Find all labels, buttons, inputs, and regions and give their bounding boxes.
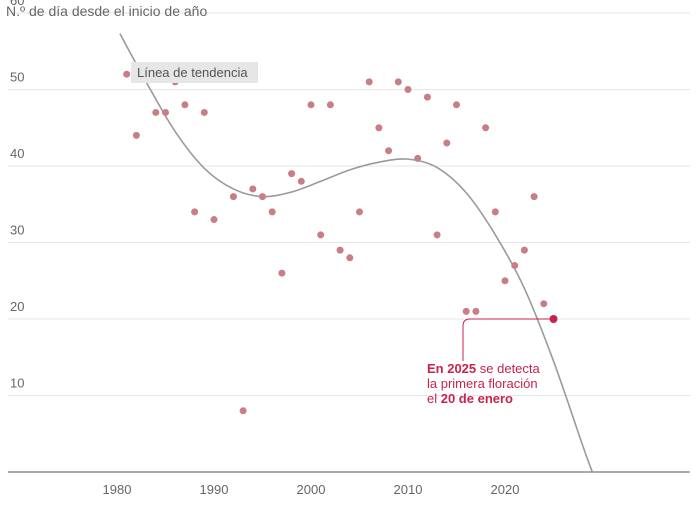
data-point-2022	[520, 246, 528, 254]
data-point-2014	[443, 139, 451, 147]
data-point-2000	[307, 101, 315, 109]
y-axis-title: N.º de día desde el inicio de año	[6, 3, 208, 19]
trend-line-label: Línea de tendencia	[137, 65, 248, 80]
data-point-1982	[132, 131, 140, 139]
data-point-1988	[191, 208, 199, 216]
data-point-2011	[414, 154, 422, 162]
data-point-2015	[453, 101, 460, 109]
annotation-text-3: el	[427, 391, 441, 406]
data-point-2024	[540, 300, 548, 308]
data-point-1985	[162, 108, 169, 116]
data-point-2021	[511, 261, 519, 269]
y-tick-label-30: 30	[10, 223, 24, 238]
data-point-1995	[259, 193, 266, 201]
trend-line	[119, 33, 594, 473]
data-point-1990	[210, 216, 218, 224]
data-point-2008	[385, 147, 393, 155]
data-point-1996	[268, 208, 276, 216]
annotation-year: En 2025	[427, 361, 477, 376]
data-point-1989	[200, 108, 208, 116]
data-point-2003	[336, 246, 344, 254]
x-tick-label-2020: 2020	[491, 482, 520, 497]
data-point-2010	[404, 86, 412, 93]
data-point-2012	[423, 93, 431, 101]
y-tick-label-60: 60	[10, 0, 24, 8]
y-tick-label-20: 20	[10, 299, 24, 314]
data-point-2019	[491, 208, 499, 216]
data-point-2006	[365, 78, 373, 86]
data-point-2016	[462, 307, 470, 315]
data-point-2001	[317, 231, 325, 239]
data-point-1998	[288, 170, 296, 178]
data-point-2020	[501, 277, 509, 285]
data-point-2004	[346, 254, 354, 262]
y-tick-label-10: 10	[10, 376, 24, 391]
y-tick-label-40: 40	[10, 146, 24, 161]
highlight-point-2025	[549, 315, 558, 323]
annotation-line-2: la primera floración	[427, 376, 538, 391]
data-point-1993	[239, 407, 247, 415]
trend-label-box	[131, 62, 258, 83]
annotation-date: 20 de enero	[440, 391, 513, 406]
annotation-line-1: En 2025 se detecta	[427, 361, 540, 376]
annotation-text: En 2025 se detecta la primera floración …	[427, 361, 540, 406]
x-tick-label-2010: 2010	[394, 482, 423, 497]
data-point-2005	[356, 208, 363, 216]
data-point-2002	[326, 101, 334, 109]
gridlines	[8, 12, 690, 396]
data-point-2017	[472, 307, 480, 315]
data-point-1987	[181, 101, 189, 109]
data-point-2009	[394, 78, 402, 86]
annotation-text-1: se detecta	[476, 361, 540, 376]
y-tick-labels: 10 20 30 40 50 60	[10, 0, 24, 391]
data-point-1997	[278, 269, 286, 277]
annotation-line-3: el 20 de enero	[427, 391, 540, 406]
x-tick-label-1990: 1990	[200, 482, 229, 497]
annotation-leader-line	[462, 318, 550, 361]
data-point-1984	[152, 108, 160, 116]
y-tick-label-50: 50	[10, 70, 24, 85]
x-tick-labels: 1980 1990 2000 2010 2020	[103, 482, 520, 497]
data-point-2013	[433, 231, 441, 239]
data-point-1994	[249, 185, 257, 193]
data-point-1992	[229, 193, 237, 201]
data-point-2018	[482, 124, 490, 132]
data-point-2007	[375, 124, 383, 132]
x-tick-label-1980: 1980	[103, 482, 132, 497]
data-point-1981	[123, 70, 131, 78]
x-tick-label-2000: 2000	[297, 482, 326, 497]
data-point-1999	[297, 177, 305, 185]
data-point-2023	[530, 193, 538, 201]
